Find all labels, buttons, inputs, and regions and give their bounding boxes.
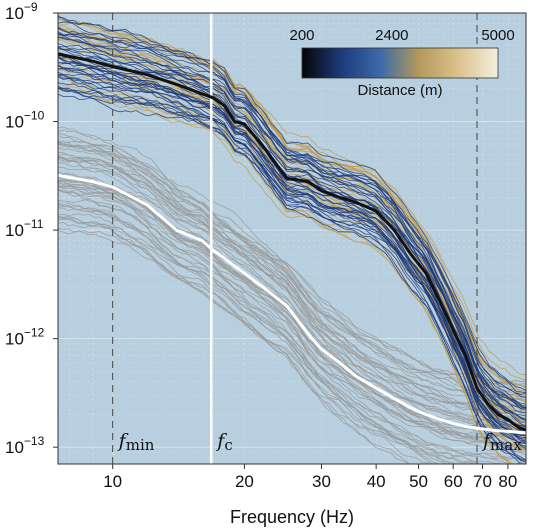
spectrum-trace <box>58 69 526 419</box>
spectrum-trace <box>58 143 526 403</box>
colorbar-tick-label: 200 <box>289 27 314 44</box>
spectrum-trace <box>58 162 526 408</box>
spectrum-trace <box>58 217 410 464</box>
x-tick-label: 70 <box>473 472 492 491</box>
spectrum-trace <box>58 156 526 399</box>
spectrum-trace <box>58 213 434 464</box>
spectrum-trace <box>58 189 526 462</box>
x-axis-title: Frequency (Hz) <box>230 507 354 527</box>
spectrum-trace <box>58 87 526 437</box>
spectrum-trace <box>58 36 526 410</box>
x-tick-label: 80 <box>498 472 517 491</box>
spectrum-trace <box>58 159 526 383</box>
spectrum-trace <box>58 185 526 420</box>
marker-label-c: fc <box>215 430 232 454</box>
median-line-near <box>58 52 526 432</box>
plot-background <box>58 13 526 464</box>
median-line-far <box>58 173 526 435</box>
x-axis: 10 20 30 40 50 60 70 80 <box>103 464 517 491</box>
spectrum-trace <box>58 188 451 464</box>
spectrum-trace <box>58 57 526 444</box>
y-tick-label: 10−10 <box>5 109 45 132</box>
x-tick-label: 60 <box>444 472 463 491</box>
distance-colorbar: 200 2400 5000 Distance (m) <box>289 27 514 99</box>
spectrum-trace <box>58 188 457 464</box>
colorbar-ticks: 200 2400 5000 <box>289 27 514 44</box>
x-tick-label: 40 <box>367 472 386 491</box>
colorbar-label: Distance (m) <box>357 82 442 99</box>
spectrum-trace <box>58 68 526 461</box>
spectrum-trace <box>58 56 526 409</box>
spectrum-trace <box>58 21 526 417</box>
x-tick-label: 10 <box>103 472 122 491</box>
x-tick-label: 20 <box>235 472 254 491</box>
spectrum-trace <box>58 27 526 391</box>
spectrum-trace <box>58 134 526 421</box>
spectrum-trace <box>58 75 526 462</box>
plot-frame <box>57 12 527 465</box>
x-tick-label: 50 <box>409 472 428 491</box>
spectrum-trace <box>58 198 526 448</box>
colorbar-gradient <box>301 47 499 79</box>
spectrum-trace <box>58 33 526 395</box>
y-tick-label: 10−11 <box>5 217 44 240</box>
y-tick-label: 10−13 <box>5 434 45 457</box>
spectrum-trace <box>58 88 515 464</box>
marker-label-max: fmax <box>481 430 522 454</box>
spectrum-trace <box>58 203 526 461</box>
spectrum-trace <box>58 143 526 434</box>
y-axis: 10−13 10−12 10−11 10−10 10−9 <box>5 0 58 457</box>
spectrum-trace <box>58 215 410 464</box>
spectrum-trace <box>58 15 526 407</box>
spectrum-trace <box>58 140 526 416</box>
spectrum-trace <box>58 185 502 464</box>
spectrum-trace <box>58 36 526 443</box>
spectrum-trace <box>58 61 526 432</box>
spectrum-trace <box>58 185 526 433</box>
spectrum-trace <box>58 218 526 464</box>
spectrum-trace <box>58 167 526 400</box>
median-series <box>58 52 526 435</box>
colorbar-tick-label: 5000 <box>481 27 514 44</box>
spectrum-trace <box>58 205 525 464</box>
y-tick-label: 10−12 <box>5 326 45 349</box>
spectrum-trace <box>58 55 526 450</box>
spectrum-trace <box>58 172 526 409</box>
spectrum-trace <box>58 229 476 464</box>
colorbar-tick-label: 2400 <box>375 27 408 44</box>
spectrum-trace <box>58 129 526 389</box>
x-tick-label: 30 <box>312 472 331 491</box>
y-tick-label: 10−9 <box>5 0 38 23</box>
spectrum-trace <box>58 221 431 464</box>
spectrum-trace <box>58 17 526 414</box>
spectrum-trace <box>58 33 526 421</box>
